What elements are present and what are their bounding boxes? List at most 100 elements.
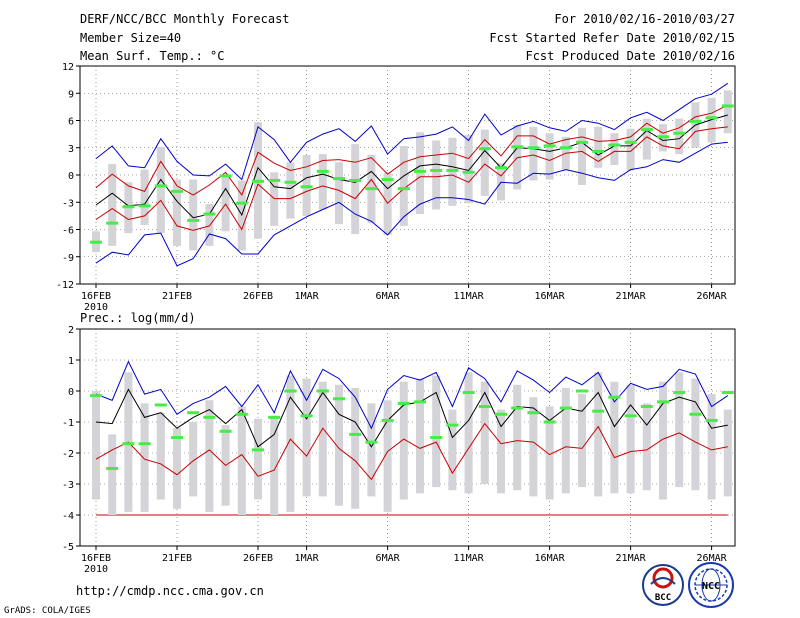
y-tick-label: -4 (62, 511, 74, 522)
y-tick-label: 9 (68, 89, 74, 100)
observed-marker (689, 412, 702, 416)
spread-box (205, 400, 214, 512)
mean-line (95, 114, 728, 219)
spread-box (545, 406, 554, 500)
spread-box (189, 422, 198, 497)
observed-marker (576, 389, 588, 393)
observed-marker (397, 187, 410, 191)
observed-marker (90, 394, 102, 398)
observed-marker (349, 432, 362, 436)
min-line (95, 141, 728, 267)
y-tick-label: -3 (62, 198, 74, 209)
spread-box (642, 118, 651, 160)
produced-date-label: Fcst Produced Date 2010/02/16 (525, 49, 735, 63)
observed-marker (559, 406, 572, 410)
spread-box (416, 132, 424, 215)
observed-marker (559, 146, 572, 150)
spread-box (173, 428, 181, 509)
spread-box (205, 204, 214, 246)
grads-credit: GrADS: COLA/IGES (4, 606, 91, 616)
refer-date-label: Fcst Started Refer Date 2010/02/15 (489, 31, 735, 45)
temp-variable-label: Mean Surf. Temp.: °C (80, 49, 225, 63)
observed-marker (300, 185, 313, 189)
spread-box (707, 394, 716, 500)
observed-marker (592, 409, 605, 413)
spread-box (335, 384, 343, 506)
x-tick-label: 16MAR (535, 291, 566, 302)
spread-box (351, 387, 360, 509)
y-tick-label: -12 (56, 280, 74, 291)
x-tick-label: 21MAR (616, 553, 647, 564)
observed-marker (543, 420, 556, 424)
observed-marker (705, 116, 718, 120)
y-tick-label: 2 (68, 325, 74, 336)
observed-marker (122, 205, 135, 209)
spread-box (594, 126, 603, 168)
spread-box (448, 409, 457, 491)
spread-box (140, 169, 149, 225)
spread-box (399, 381, 408, 500)
observed-marker (154, 184, 167, 188)
spread-box (432, 375, 441, 488)
spread-box (464, 135, 473, 204)
observed-marker (543, 144, 556, 148)
observed-marker (673, 391, 686, 395)
observed-marker (689, 119, 702, 123)
spread-box (642, 403, 651, 491)
precip-variable-label: Prec.: log(mm/d) (80, 311, 196, 325)
spread-box (302, 378, 311, 497)
spread-box (432, 140, 441, 210)
spread-box (286, 375, 295, 512)
observed-marker (252, 179, 264, 183)
observed-marker (397, 401, 410, 405)
spread-box (594, 372, 603, 497)
source-url[interactable]: http://cmdp.ncc.cma.gov.cn (76, 584, 264, 598)
spread-box (578, 394, 586, 488)
bcc-logo-text: BCC (655, 593, 671, 603)
spread-box (416, 378, 424, 494)
observed-marker (300, 414, 313, 418)
observed-marker (365, 187, 378, 191)
observed-marker (430, 168, 443, 172)
observed-marker (624, 140, 637, 144)
y-tick-label: -9 (62, 253, 74, 264)
chart-title: DERF/NCC/BCC Monthly Forecast (80, 12, 290, 26)
y-tick-label: 12 (62, 62, 74, 73)
observed-marker (90, 240, 102, 244)
observed-marker (414, 169, 426, 173)
observed-marker (705, 418, 718, 422)
spread-box (464, 372, 473, 494)
spread-box (626, 128, 635, 171)
spread-box (156, 146, 165, 234)
spread-box (189, 179, 198, 251)
spread-box (529, 397, 538, 497)
observed-marker (446, 168, 459, 172)
observed-marker (284, 180, 297, 184)
spread-box (610, 133, 619, 166)
observed-marker (268, 415, 281, 419)
plot-frame (79, 328, 736, 547)
observed-marker (527, 411, 540, 415)
observed-marker (446, 423, 459, 427)
observed-marker (365, 440, 378, 444)
observed-marker (478, 147, 491, 151)
observed-marker (721, 104, 734, 108)
spread-box (480, 381, 489, 484)
y-tick-label: 6 (68, 117, 74, 128)
spread-box (108, 434, 117, 515)
spread-box (318, 381, 327, 497)
spread-box (335, 162, 343, 225)
x-tick-label: 1MAR (295, 553, 320, 564)
spread-box (659, 381, 667, 500)
bcc-logo: BCC (642, 564, 684, 606)
x-tick-label: 26FEB (243, 291, 273, 302)
max-line (95, 82, 729, 181)
observed-marker (284, 389, 297, 393)
spread-box (529, 126, 538, 181)
x-tick-label: 6MAR (376, 291, 401, 302)
observed-marker (527, 146, 540, 150)
observed-marker (608, 143, 621, 147)
spread-box (108, 164, 117, 246)
observed-marker (203, 415, 216, 419)
spread-box (140, 403, 149, 512)
